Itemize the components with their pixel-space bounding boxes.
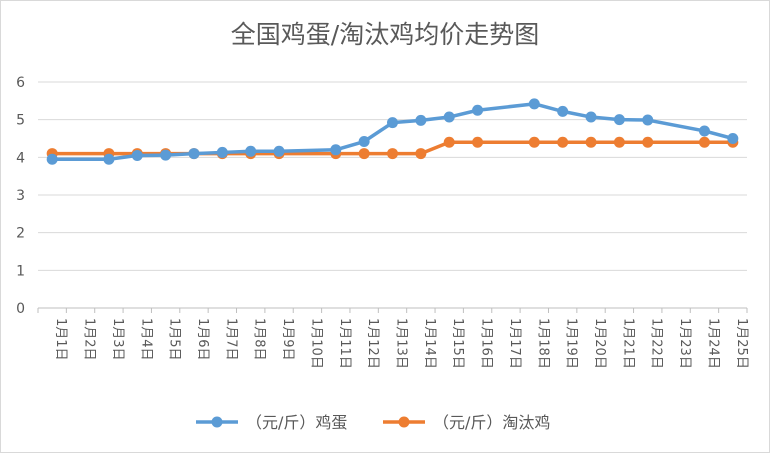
gridlines (38, 81, 747, 309)
data-point (330, 144, 342, 156)
data-point (273, 145, 285, 157)
data-point (46, 153, 58, 165)
x-tick-label: 1月23日 (677, 318, 692, 369)
x-tick-label: 1月1日 (53, 318, 68, 361)
x-tick-label: 1月3日 (110, 318, 125, 361)
x-tick-label: 1月16日 (479, 318, 494, 369)
y-tick-label: 1 (16, 263, 25, 279)
data-point (415, 148, 427, 160)
legend-swatch-marker (211, 416, 223, 428)
series-0 (46, 98, 739, 165)
y-tick-label: 5 (16, 113, 25, 129)
data-point (472, 104, 484, 116)
legend-swatch-marker (398, 416, 410, 428)
data-point (358, 148, 370, 160)
data-point (358, 136, 370, 148)
x-tick-label: 1月5日 (167, 318, 182, 361)
x-tick-label: 1月2日 (82, 318, 97, 361)
y-tick-label: 4 (16, 150, 25, 166)
data-point (698, 136, 710, 148)
data-point (585, 111, 597, 123)
data-point (103, 153, 115, 165)
series (46, 98, 739, 165)
legend: （元/斤）鸡蛋 （元/斤）淘汰鸡 (196, 413, 550, 432)
data-point (387, 148, 398, 160)
y-tick-label: 2 (16, 226, 25, 242)
data-point (613, 136, 625, 148)
y-tick-label: 0 (16, 301, 25, 317)
data-point (188, 148, 200, 160)
x-tick-label: 1月20日 (592, 318, 607, 369)
x-tick-label: 1月6日 (195, 318, 210, 361)
data-point (415, 114, 427, 126)
data-point (387, 117, 398, 129)
x-tick-label: 1月12日 (365, 318, 380, 369)
x-tick-label: 1月18日 (535, 318, 550, 369)
data-point (727, 133, 739, 144)
x-tick-label: 1月10日 (308, 318, 323, 369)
data-point (557, 136, 569, 148)
chart-title: 全国鸡蛋/淘汰鸡均价走势图 (230, 20, 540, 49)
data-point (642, 114, 654, 126)
data-point (472, 136, 484, 148)
x-tick-label: 1月9日 (280, 318, 295, 361)
x-tick-label: 1月22日 (649, 318, 664, 369)
x-tick-label: 1月21日 (620, 318, 635, 369)
x-tick-label: 1月4日 (138, 318, 153, 361)
x-tick-label: 1月17日 (507, 318, 522, 369)
x-tick-label: 1月25日 (734, 318, 749, 369)
data-point (613, 114, 625, 126)
y-tick-label: 3 (16, 188, 25, 204)
axes: 0 1 2 3 4 5 6 1月1日 1月2日 1月3日 1月4日 1月5日 1月6日 1月7日 1月8日 1… (16, 75, 749, 369)
x-tick-label: 1月15日 (450, 318, 465, 369)
data-point (216, 146, 228, 158)
data-point (528, 136, 540, 148)
x-tick-label: 1月8日 (252, 318, 267, 361)
data-point (585, 136, 597, 148)
x-tick-label: 1月13日 (394, 318, 409, 369)
x-tick-label: 1月7日 (223, 318, 238, 361)
data-point (528, 98, 540, 110)
legend-label: （元/斤）鸡蛋 (246, 413, 347, 432)
x-tick-label: 1月11日 (337, 318, 352, 369)
x-tick-label: 1月24日 (705, 318, 720, 369)
data-point (443, 111, 455, 123)
data-point (698, 125, 710, 137)
y-tick-label: 6 (16, 75, 25, 91)
legend-label: （元/斤）淘汰鸡 (433, 413, 550, 432)
x-tick-label: 1月19日 (564, 318, 579, 369)
data-point (131, 149, 143, 161)
data-point (245, 145, 257, 157)
data-point (160, 149, 172, 161)
data-point (557, 105, 569, 117)
data-point (642, 136, 654, 148)
x-tick-label: 1月14日 (422, 318, 437, 369)
data-point (443, 136, 455, 148)
